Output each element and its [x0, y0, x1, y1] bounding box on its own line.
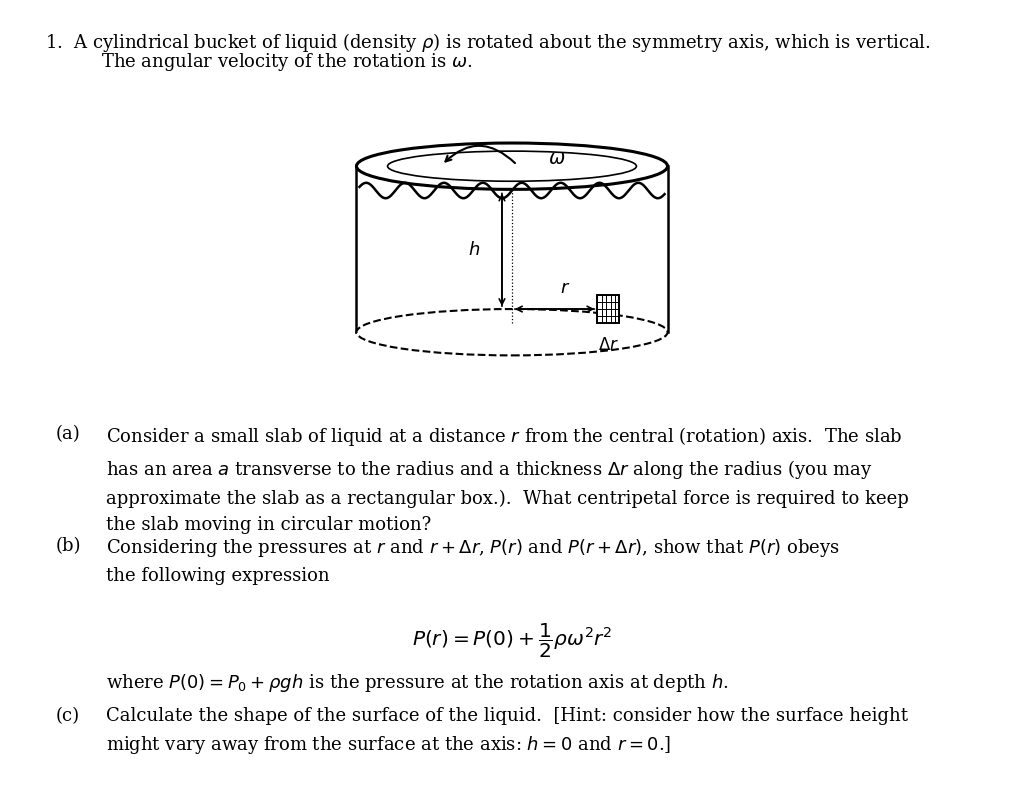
- Text: Consider a small slab of liquid at a distance $r$ from the central (rotation) ax: Consider a small slab of liquid at a dis…: [105, 425, 908, 534]
- Ellipse shape: [356, 143, 668, 189]
- Text: Considering the pressures at $r$ and $r + \Delta r$, $P(r)$ and $P(r + \Delta r): Considering the pressures at $r$ and $r …: [105, 537, 840, 585]
- Text: The angular velocity of the rotation is $\omega$.: The angular velocity of the rotation is …: [100, 51, 472, 73]
- Ellipse shape: [356, 309, 668, 355]
- Text: (c): (c): [55, 707, 80, 725]
- Text: $P(r) = P(0) + \dfrac{1}{2}\rho\omega^2 r^2$: $P(r) = P(0) + \dfrac{1}{2}\rho\omega^2 …: [412, 622, 612, 660]
- Text: (a): (a): [55, 425, 80, 443]
- Ellipse shape: [387, 151, 637, 181]
- FancyBboxPatch shape: [597, 296, 620, 323]
- Text: where $P(0) = P_0 + \rho g h$ is the pressure at the rotation axis at depth $h$.: where $P(0) = P_0 + \rho g h$ is the pre…: [105, 672, 728, 694]
- Text: (b): (b): [55, 537, 81, 555]
- Text: 1.  A cylindrical bucket of liquid (density $\rho$) is rotated about the symmetr: 1. A cylindrical bucket of liquid (densi…: [45, 31, 931, 54]
- Text: Calculate the shape of the surface of the liquid.  [Hint: consider how the surfa: Calculate the shape of the surface of th…: [105, 707, 907, 756]
- Text: $r$: $r$: [559, 280, 569, 298]
- Text: $\omega$: $\omega$: [549, 151, 566, 169]
- Text: $\Delta r$: $\Delta r$: [598, 336, 618, 354]
- Text: $h$: $h$: [468, 241, 480, 258]
